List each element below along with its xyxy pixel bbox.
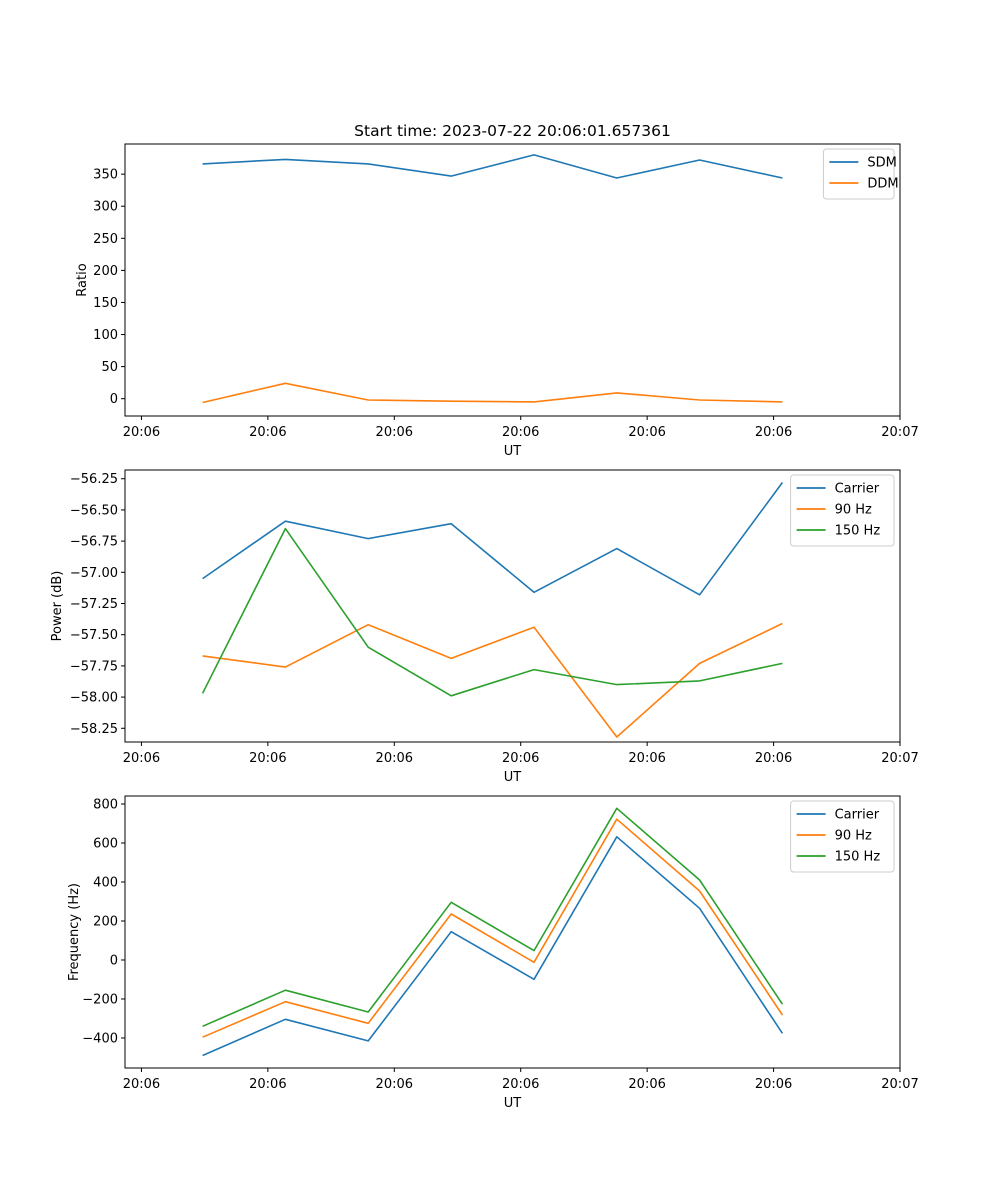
y-tick-label: 200 <box>93 914 118 929</box>
x-tick-label: 20:06 <box>502 425 539 440</box>
x-tick-label: 20:06 <box>376 425 413 440</box>
y-tick-label: −57.00 <box>70 566 118 581</box>
y-tick-label: −56.25 <box>70 472 118 487</box>
x-axis-label: UT <box>504 1096 522 1111</box>
y-tick-label: −56.75 <box>70 535 118 550</box>
y-tick-label: −57.25 <box>70 597 118 612</box>
y-tick-label: 800 <box>93 797 118 812</box>
y-tick-label: 600 <box>93 836 118 851</box>
series-line-ddm <box>202 382 783 404</box>
y-tick-label: 0 <box>110 392 118 407</box>
y-tick-label: 250 <box>93 232 118 247</box>
subplot-1: 20:06 20:06 20:06 20:06 20:06 20:06 20:07 0 50 10… <box>75 122 919 459</box>
series-line-90-hz <box>202 818 784 1038</box>
x-tick-label: 20:06 <box>376 1077 413 1092</box>
legend-label: Carrier <box>835 482 880 497</box>
x-tick-label: 20:06 <box>755 425 792 440</box>
chart-title: Start time: 2023-07-22 20:06:01.657361 <box>354 122 671 140</box>
legend: SDM DDM <box>822 148 899 200</box>
x-tick-label: 20:06 <box>502 1077 539 1092</box>
legend-label: Carrier <box>835 808 880 823</box>
y-tick-label: 200 <box>93 264 118 279</box>
y-tick-label: 350 <box>93 168 118 183</box>
y-tick-label: 100 <box>93 328 118 343</box>
x-tick-label: 20:06 <box>249 1077 286 1092</box>
y-axis-label: Power (dB) <box>50 571 65 642</box>
legend-box <box>790 474 895 547</box>
y-tick-label: −58.25 <box>70 722 118 737</box>
y-tick-label: 400 <box>93 875 118 890</box>
legend-label: SDM <box>867 156 896 171</box>
x-tick-label: 20:07 <box>881 751 918 766</box>
legend-label: 150 Hz <box>835 524 881 539</box>
y-tick-label: −56.50 <box>70 503 118 518</box>
subplot-2: 20:06 20:06 20:06 20:06 20:06 20:06 20:07 −58.2… <box>50 469 919 785</box>
y-tick-label: −57.50 <box>70 628 118 643</box>
y-tick-label: 300 <box>93 200 118 215</box>
legend-label: 150 Hz <box>835 850 881 865</box>
x-tick-label: 20:06 <box>502 751 539 766</box>
x-tick-label: 20:06 <box>755 1077 792 1092</box>
x-tick-label: 20:06 <box>628 751 665 766</box>
y-tick-label: 0 <box>110 953 118 968</box>
series-line-sdm <box>202 154 783 179</box>
series-line-150-hz <box>202 807 784 1028</box>
subplot-3: 20:06 20:06 20:06 20:06 20:06 20:06 20:07 −400 −… <box>67 795 919 1111</box>
series-line-carrier <box>202 835 784 1057</box>
y-tick-label: −200 <box>82 992 118 1007</box>
x-axis-label: UT <box>504 444 522 459</box>
series-line-90-hz <box>202 622 783 738</box>
y-tick-label: 50 <box>101 360 118 375</box>
x-tick-label: 20:06 <box>628 425 665 440</box>
x-axis-label: UT <box>504 770 522 785</box>
axes-frame <box>124 795 901 1069</box>
series-line-carrier <box>202 482 784 596</box>
x-tick-label: 20:06 <box>249 425 286 440</box>
x-tick-label: 20:06 <box>376 751 413 766</box>
axes-frame <box>124 143 901 417</box>
y-tick-label: −57.75 <box>70 659 118 674</box>
x-tick-label: 20:06 <box>628 1077 665 1092</box>
series-line-150-hz <box>201 527 783 697</box>
legend: Carrier 90 Hz 150 Hz <box>790 800 895 873</box>
y-tick-label: −58.00 <box>70 691 118 706</box>
x-tick-label: 20:06 <box>123 425 160 440</box>
legend: Carrier 90 Hz 150 Hz <box>790 474 895 547</box>
y-tick-label: −400 <box>82 1031 118 1046</box>
axes-frame <box>124 469 901 743</box>
legend-label: 90 Hz <box>835 829 872 844</box>
y-tick-label: 150 <box>93 296 118 311</box>
x-tick-label: 20:07 <box>881 425 918 440</box>
y-axis-label: Ratio <box>75 263 90 296</box>
x-tick-label: 20:07 <box>881 1077 918 1092</box>
x-tick-label: 20:06 <box>755 751 792 766</box>
legend-box <box>790 800 895 873</box>
x-tick-label: 20:06 <box>249 751 286 766</box>
x-tick-label: 20:06 <box>123 751 160 766</box>
y-axis-label: Frequency (Hz) <box>67 883 82 981</box>
legend-label: DDM <box>867 177 898 192</box>
legend-label: 90 Hz <box>835 503 872 518</box>
x-tick-label: 20:06 <box>123 1077 160 1092</box>
